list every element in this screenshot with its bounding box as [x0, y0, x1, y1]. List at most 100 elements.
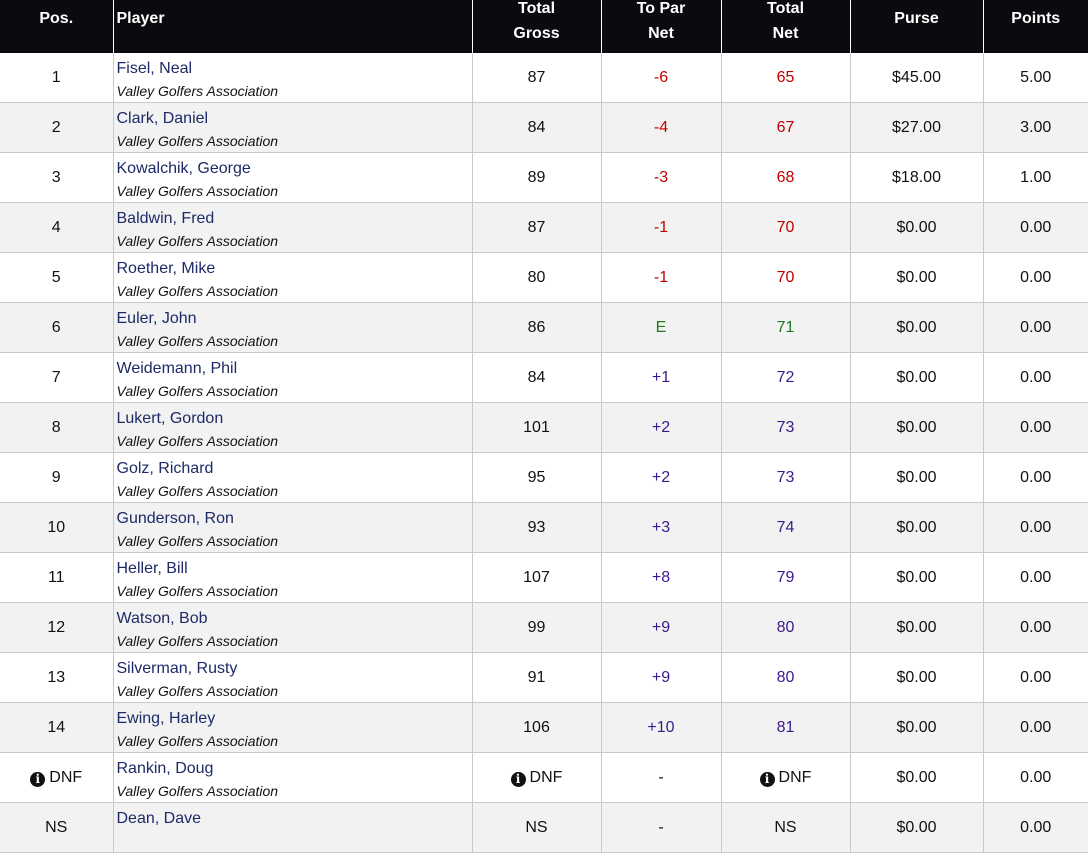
info-icon[interactable]: i — [759, 771, 775, 787]
position-cell: 3 — [0, 152, 114, 203]
to-par-net-cell: +1 — [601, 352, 722, 403]
to-par-net-cell: - — [601, 752, 722, 803]
player-name-link[interactable]: Dean, Dave — [116, 810, 202, 827]
player-name-link[interactable]: Gunderson, Ron — [116, 510, 234, 527]
player-name-link[interactable]: Fisel, Neal — [116, 60, 193, 77]
to-par-net-cell: -1 — [601, 252, 722, 303]
player-club: Valley Golfers Association — [116, 83, 279, 99]
player-club: Valley Golfers Association — [116, 533, 279, 549]
player-cell: Kowalchik, George Valley Golfers Associat… — [113, 152, 473, 203]
total-net-cell: 81 — [721, 702, 851, 753]
table-row[interactable]: i DNF Rankin, Doug Valley Golfers Associati… — [0, 752, 1088, 803]
player-name-link[interactable]: Lukert, Gordon — [116, 410, 224, 427]
position-cell: 12 — [0, 602, 114, 653]
to-par-net-cell: +9 — [601, 652, 722, 703]
table-row[interactable]: 3 Kowalchik, George Valley Golfers Associa… — [0, 152, 1088, 203]
player-name-link[interactable]: Golz, Richard — [116, 460, 214, 477]
table-row[interactable]: 11 Heller, Bill Valley Golfers Association… — [0, 552, 1088, 603]
purse-cell: $0.00 — [850, 652, 984, 703]
position-cell: 8 — [0, 402, 114, 453]
player-cell: Heller, Bill Valley Golfers Association — [113, 552, 473, 603]
total-net-cell: 80 — [721, 602, 851, 653]
table-row[interactable]: 2 Clark, Daniel Valley Golfers Association… — [0, 102, 1088, 153]
table-row[interactable]: 10 Gunderson, Ron Valley Golfers Associati… — [0, 502, 1088, 553]
player-cell: Roether, Mike Valley Golfers Association — [113, 252, 473, 303]
header-player[interactable]: Player — [113, 0, 473, 53]
total-net-cell: 74 — [721, 502, 851, 553]
points-cell: 0.00 — [983, 652, 1088, 703]
player-club: Valley Golfers Association — [116, 783, 279, 799]
player-name-link[interactable]: Clark, Daniel — [116, 110, 209, 127]
player-cell: Watson, Bob Valley Golfers Association — [113, 602, 473, 653]
player-cell: Clark, Daniel Valley Golfers Association — [113, 102, 473, 153]
header-total-gross[interactable]: Total Gross — [472, 0, 602, 53]
player-name-link[interactable]: Baldwin, Fred — [116, 210, 215, 227]
total-net-cell: 80 — [721, 652, 851, 703]
player-cell: Gunderson, Ron Valley Golfers Association — [113, 502, 473, 553]
info-icon[interactable]: i — [510, 771, 526, 787]
table-row[interactable]: 8 Lukert, Gordon Valley Golfers Associatio… — [0, 402, 1088, 453]
total-gross-cell: 95 — [472, 452, 602, 503]
header-pos[interactable]: Pos. — [0, 0, 114, 53]
total-net-cell: 73 — [721, 452, 851, 503]
player-name-link[interactable]: Weidemann, Phil — [116, 360, 238, 377]
table-row[interactable]: 12 Watson, Bob Valley Golfers Association 9… — [0, 602, 1088, 653]
to-par-net-cell: -6 — [601, 53, 722, 103]
points-cell: 0.00 — [983, 252, 1088, 303]
total-gross-cell: 99 — [472, 602, 602, 653]
player-name-link[interactable]: Kowalchik, George — [116, 160, 251, 177]
points-cell: 0.00 — [983, 352, 1088, 403]
table-row[interactable]: 1 Fisel, Neal Valley Golfers Association 87… — [0, 53, 1088, 103]
player-name-link[interactable]: Heller, Bill — [116, 560, 188, 577]
header-points[interactable]: Points — [983, 0, 1088, 53]
position-cell: 11 — [0, 552, 114, 603]
total-gross-cell: i DNF — [472, 752, 602, 803]
points-cell: 1.00 — [983, 152, 1088, 203]
player-name-link[interactable]: Euler, John — [116, 310, 197, 327]
purse-cell: $0.00 — [850, 202, 984, 253]
info-icon[interactable]: i — [30, 771, 46, 787]
player-club: Valley Golfers Association — [116, 383, 279, 399]
total-gross-cell: 106 — [472, 702, 602, 753]
position-cell: 6 — [0, 302, 114, 353]
header-total-net[interactable]: Total Net — [721, 0, 851, 53]
purse-cell: $0.00 — [850, 502, 984, 553]
position-cell: 10 — [0, 502, 114, 553]
table-row[interactable]: 7 Weidemann, Phil Valley Golfers Associati… — [0, 352, 1088, 403]
total-net-cell: 70 — [721, 202, 851, 253]
total-net-cell: 71 — [721, 302, 851, 353]
total-gross-cell: 86 — [472, 302, 602, 353]
points-cell: 5.00 — [983, 53, 1088, 103]
player-name-link[interactable]: Watson, Bob — [116, 610, 208, 627]
table-row[interactable]: 9 Golz, Richard Valley Golfers Association… — [0, 452, 1088, 503]
purse-cell: $0.00 — [850, 702, 984, 753]
player-cell: Weidemann, Phil Valley Golfers Associatio… — [113, 352, 473, 403]
total-gross-cell: 84 — [472, 352, 602, 403]
table-row[interactable]: 6 Euler, John Valley Golfers Association 86… — [0, 302, 1088, 353]
position-cell: 7 — [0, 352, 114, 403]
purse-cell: $0.00 — [850, 402, 984, 453]
table-row[interactable]: 5 Roether, Mike Valley Golfers Association… — [0, 252, 1088, 303]
total-gross-cell: 93 — [472, 502, 602, 553]
player-cell: Silverman, Rusty Valley Golfers Associati… — [113, 652, 473, 703]
table-row[interactable]: 14 Ewing, Harley Valley Golfers Associatio… — [0, 702, 1088, 753]
header-to-par-net[interactable]: To Par Net — [601, 0, 722, 53]
purse-cell: $0.00 — [850, 602, 984, 653]
total-gross-cell: 87 — [472, 53, 602, 103]
player-club: Valley Golfers Association — [116, 333, 279, 349]
player-name-link[interactable]: Ewing, Harley — [116, 710, 216, 727]
table-row[interactable]: 13 Silverman, Rusty Valley Golfers Associa… — [0, 652, 1088, 703]
points-cell: 0.00 — [983, 602, 1088, 653]
position-cell: 14 — [0, 702, 114, 753]
header-purse[interactable]: Purse — [850, 0, 984, 53]
player-name-link[interactable]: Rankin, Doug — [116, 760, 214, 777]
to-par-net-cell: +2 — [601, 452, 722, 503]
player-club: Valley Golfers Association — [116, 483, 279, 499]
position-cell: 5 — [0, 252, 114, 303]
table-row[interactable]: 4 Baldwin, Fred Valley Golfers Association… — [0, 202, 1088, 253]
to-par-net-cell: +9 — [601, 602, 722, 653]
player-name-link[interactable]: Silverman, Rusty — [116, 660, 238, 677]
player-name-link[interactable]: Roether, Mike — [116, 260, 216, 277]
position-cell: 1 — [0, 53, 114, 103]
to-par-net-cell: +3 — [601, 502, 722, 553]
